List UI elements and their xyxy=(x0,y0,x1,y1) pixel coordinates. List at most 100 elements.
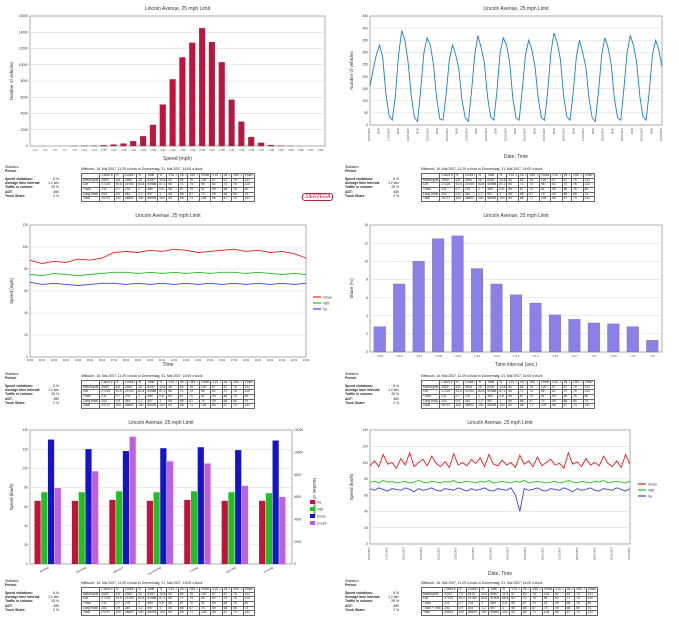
y-tick-label: 10000 xyxy=(19,63,28,67)
table-cell: 28692 xyxy=(462,196,478,202)
period-value: Mittwoch, 16. Mai 2007, 11:29 o'clock to… xyxy=(81,374,203,378)
y-tick-label: 60 xyxy=(24,289,28,293)
table-cell: 58439 xyxy=(485,403,499,409)
table-cell: 28692 xyxy=(122,610,138,616)
stat-label: Traffic in column: xyxy=(345,599,374,604)
bar xyxy=(47,439,55,564)
table-cell: 68 xyxy=(517,403,529,409)
stat-value: 2 % xyxy=(53,400,59,405)
x-tick-label: <=27 xyxy=(160,148,166,152)
statistics-heading: Statistics xyxy=(5,579,19,583)
table-cell: 74 xyxy=(571,196,584,202)
y-tick-label: 100 xyxy=(22,466,28,470)
y-tick-label: 40 xyxy=(24,311,28,315)
table-cell: 58439 xyxy=(145,403,159,409)
y-axis-label: Share (%) xyxy=(349,278,354,299)
bar xyxy=(189,42,196,147)
table-cell: 68 xyxy=(520,610,532,616)
stat-value: 25 % xyxy=(391,599,399,604)
stat-value: 1.2 sec xyxy=(388,181,399,186)
x-tick-label: <=39 xyxy=(219,148,225,152)
table-cell: 74 xyxy=(571,403,584,409)
stat-value: 1.2 sec xyxy=(48,595,59,600)
stat-label: Traffic in column: xyxy=(5,185,34,190)
x-tick-label: 19.05.2007 xyxy=(425,127,429,141)
table-cell: 71 xyxy=(530,610,543,616)
x-tick-label: Freitag xyxy=(189,565,199,573)
table-cell: 131 xyxy=(242,403,255,409)
x-tick-label: 17.05.2007 xyxy=(386,127,390,141)
stat-value: 25 % xyxy=(51,185,59,190)
bar xyxy=(54,488,61,564)
y-tick-label: 8000 xyxy=(21,79,29,83)
x-tick-label: 12:00 xyxy=(171,359,178,362)
x-tick-label: Dienstag xyxy=(75,565,87,574)
stat-value: 2 % xyxy=(53,607,59,612)
bar xyxy=(169,79,176,147)
series-line xyxy=(369,487,631,512)
x-tick-label: <=1.7 xyxy=(571,354,578,358)
table-cell: 29747 xyxy=(439,403,455,409)
x-tick-label: 02:00 xyxy=(51,359,58,362)
bar xyxy=(122,451,130,564)
stat-value: 8 % xyxy=(53,177,59,181)
stat-value: 25 % xyxy=(391,185,399,190)
bar xyxy=(432,238,445,353)
chart-title: Lincoln Avenue, 25 mph Limit xyxy=(483,213,549,219)
table-cell: 126 xyxy=(198,403,212,409)
y-tick-label: 100 xyxy=(22,245,28,249)
stat-label: ADT: xyxy=(5,396,13,401)
bar xyxy=(153,492,160,564)
stat-label: Traffic in column: xyxy=(345,185,374,190)
stat-label: Truck Share: xyxy=(5,400,26,405)
legend-swatch xyxy=(310,507,315,511)
chart-title: Lincoln Avenue, 25 mph Limit xyxy=(128,420,194,426)
x-tick-label: 01:00 xyxy=(39,359,46,362)
table-cell: 68 xyxy=(177,610,189,616)
table-row: Total 29747 100 28692 100 58439 100 64 68 71 126 56… xyxy=(420,196,595,202)
x-tick-label: 23.05.2007 xyxy=(488,546,492,560)
x-axis-label: Time xyxy=(163,362,174,368)
stat-value: 25 % xyxy=(51,599,59,604)
table-cell: 59651 xyxy=(488,610,502,616)
x-tick-label: 17:00 xyxy=(231,359,238,362)
y-tick-label: 14000 xyxy=(19,30,28,34)
x-tick-label: <=23 xyxy=(140,148,146,152)
y-tick-label: 80 xyxy=(364,477,368,481)
x-tick-label: <=0.9 xyxy=(454,354,461,358)
statistics-heading: Statistics xyxy=(5,165,19,169)
table-cell: 126 xyxy=(538,196,552,202)
table-cell: 28800 xyxy=(465,610,481,616)
table-cell: 67 xyxy=(221,403,233,409)
period-label: Period: xyxy=(5,583,17,587)
stat-value: 2 % xyxy=(53,193,59,198)
table-cell: 68 xyxy=(517,196,529,202)
stat-value: 8 % xyxy=(53,384,59,388)
statistics-table: Count #% Count I% Total% V15 -I Va -I V85 -I V… xyxy=(420,587,598,616)
bar xyxy=(412,261,425,353)
y-tick-label: 120 xyxy=(22,447,28,451)
x-tick-label: <=13 xyxy=(91,148,97,152)
table-cell: 100 xyxy=(113,196,124,202)
x-tick-label: 16:00 xyxy=(474,127,478,134)
y2-tick-label: 4000 xyxy=(294,518,302,522)
bar xyxy=(259,500,266,564)
bar xyxy=(393,283,406,353)
legend-label: Va xyxy=(323,307,327,311)
x-tick-label: 16:00 xyxy=(396,127,400,134)
x-tick-label: 23:00 xyxy=(303,359,310,362)
table-cell: 131 xyxy=(582,403,595,409)
statistics-table: Count #% Count I% Total% V15 -I Va -I V85 -I V… xyxy=(80,380,255,409)
bar xyxy=(100,145,107,147)
y2-tick-label: 12000 xyxy=(294,428,303,432)
x-tick-label: 18:00 xyxy=(243,359,250,362)
x-tick-label: <=45 xyxy=(248,148,254,152)
panel-speed-timeline: Lincoln Avenue, 25 mph Limit 0 20 40 60 80 100… xyxy=(340,414,679,579)
statistics-table: Count #% Count I% Total% V15 -I Va -I V85 -I V… xyxy=(420,173,595,202)
x-tick-label: 17.05.2007 xyxy=(384,546,388,560)
x-tick-label: 07:00 xyxy=(111,359,118,362)
x-tick-label: 31.05.2007 xyxy=(659,127,663,141)
chart-title: Lincoln Avenue, 25 mph Limit xyxy=(145,6,211,12)
statistics-block: Statistics Period: Mittwoch, 16. Mai 2007,… xyxy=(5,372,335,413)
table-cell: 58439 xyxy=(145,196,159,202)
